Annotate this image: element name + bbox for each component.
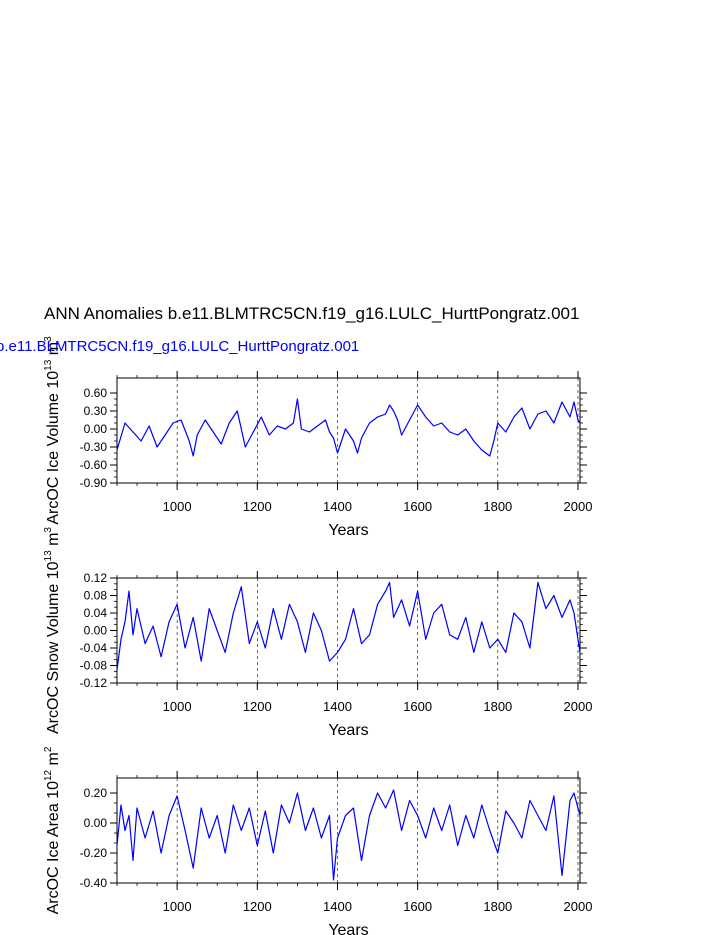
chart-title: ANN Anomalies b.e11.BLMTRC5CN.f19_g16.LU…	[44, 304, 580, 323]
x-tick-label: 1200	[243, 899, 272, 914]
y-tick-label: -0.20	[80, 846, 108, 860]
x-tick-label: 1000	[163, 499, 192, 514]
y-tick-label: -0.12	[80, 676, 108, 690]
plot-frame	[116, 377, 581, 484]
x-tick-label: 1600	[403, 699, 432, 714]
chart-subtitle: b.e11.BLMTRC5CN.f19_g16.LULC_HurttPongra…	[0, 338, 360, 355]
y-tick-label: 0.20	[84, 786, 108, 800]
y-tick-label: 0.08	[84, 589, 108, 603]
x-tick-label: 2000	[564, 899, 593, 914]
x-tick-label: 1400	[323, 699, 352, 714]
x-tick-label: 1600	[403, 499, 432, 514]
y-tick-label: 0.30	[84, 404, 108, 418]
y-tick-label: -0.90	[80, 476, 108, 490]
x-tick-label: 1400	[323, 499, 352, 514]
y-tick-label: -0.60	[80, 458, 108, 472]
x-tick-label: 1600	[403, 899, 432, 914]
y-tick-label: -0.30	[80, 440, 108, 454]
y-tick-label: 0.60	[84, 386, 108, 400]
y-tick-label: 0.12	[84, 571, 108, 585]
y-tick-label: -0.04	[80, 641, 108, 655]
x-tick-label: 1000	[163, 699, 192, 714]
x-tick-label: 1400	[323, 899, 352, 914]
series-line	[116, 581, 581, 670]
y-axis-label: ArcOC Ice Area 1012 m2	[43, 746, 62, 914]
series-line	[116, 789, 581, 881]
x-tick-label: 1800	[483, 699, 512, 714]
y-tick-label: 0.00	[84, 422, 108, 436]
x-tick-label: 1000	[163, 899, 192, 914]
y-axis-label: ArcOC Snow Volume 1013 m3	[43, 527, 62, 734]
y-tick-label: -0.08	[80, 659, 108, 673]
y-tick-label: 0.00	[84, 816, 108, 830]
x-axis-label: Years	[328, 922, 368, 935]
x-tick-label: 1800	[483, 499, 512, 514]
x-tick-label: 1800	[483, 899, 512, 914]
x-tick-label: 2000	[564, 499, 593, 514]
y-tick-label: -0.40	[80, 876, 108, 890]
y-tick-label: 0.00	[84, 624, 108, 638]
y-tick-label: 0.04	[84, 606, 108, 620]
y-axis-label: ArcOC Ice Volume 1013 m3	[43, 336, 62, 525]
x-tick-label: 1200	[243, 499, 272, 514]
x-tick-label: 2000	[564, 699, 593, 714]
x-axis-label: Years	[328, 722, 368, 739]
plot-frame	[116, 577, 581, 684]
series-line	[116, 398, 581, 457]
x-axis-label: Years	[328, 522, 368, 539]
x-tick-label: 1200	[243, 699, 272, 714]
plot-frame	[116, 777, 581, 884]
